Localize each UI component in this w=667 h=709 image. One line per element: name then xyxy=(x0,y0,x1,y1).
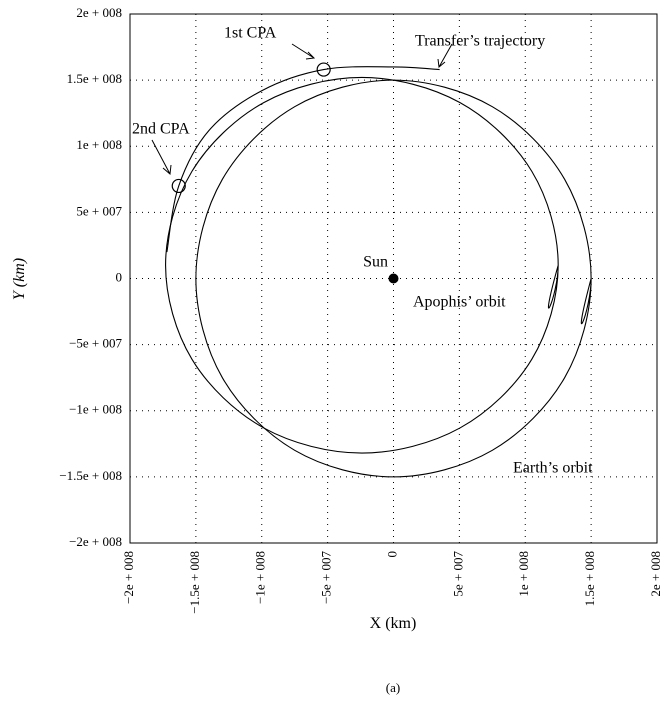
cpa-marker xyxy=(316,62,331,77)
y-tick-label: 5e + 007 xyxy=(76,203,122,218)
x-tick-label: 1e + 008 xyxy=(516,551,531,597)
annotation-label: 1st CPA xyxy=(224,25,277,42)
annotation-label: 2nd CPA xyxy=(132,121,190,138)
y-tick-label: 0 xyxy=(116,269,123,284)
cpa-marker xyxy=(171,178,186,194)
arrow xyxy=(437,43,453,68)
orbit-line xyxy=(165,76,559,454)
arrow xyxy=(291,43,316,60)
x-tick-label: 1.5e + 008 xyxy=(582,551,597,606)
orbit-line xyxy=(166,66,440,253)
y-tick-label: −1e + 008 xyxy=(69,402,122,417)
x-tick-label: −5e + 007 xyxy=(319,551,334,604)
annotation-label: Apophis’ orbit xyxy=(413,294,506,311)
x-tick-label: 5e + 007 xyxy=(450,551,465,597)
sun-marker xyxy=(388,273,399,284)
orbit-line xyxy=(195,79,592,478)
annotation-label: Sun xyxy=(363,254,388,271)
x-tick-label: 2e + 008 xyxy=(648,551,663,597)
arrow xyxy=(151,139,172,175)
arrows xyxy=(151,43,453,175)
y-tick-label: 1.5e + 008 xyxy=(67,71,122,86)
y-tick-label: 2e + 008 xyxy=(76,5,122,20)
annotation-label: Transfer’s trajectory xyxy=(415,33,545,50)
y-tick-label: −1.5e + 008 xyxy=(59,468,122,483)
annotation-label: Earth’s orbit xyxy=(513,460,593,477)
y-axis-label: Y (km) xyxy=(11,258,28,300)
x-axis-label: X (km) xyxy=(370,615,417,632)
x-tick-label: −2e + 008 xyxy=(121,551,136,604)
x-tick-label: 0 xyxy=(384,551,399,558)
y-tick-label: −2e + 008 xyxy=(69,534,122,549)
y-tick-label: −5e + 007 xyxy=(69,336,122,351)
x-tick-label: −1e + 008 xyxy=(253,551,268,604)
y-tick-label: 1e + 008 xyxy=(76,137,122,152)
caption: (a) xyxy=(386,680,400,695)
x-tick-label: −1.5e + 008 xyxy=(187,551,202,614)
